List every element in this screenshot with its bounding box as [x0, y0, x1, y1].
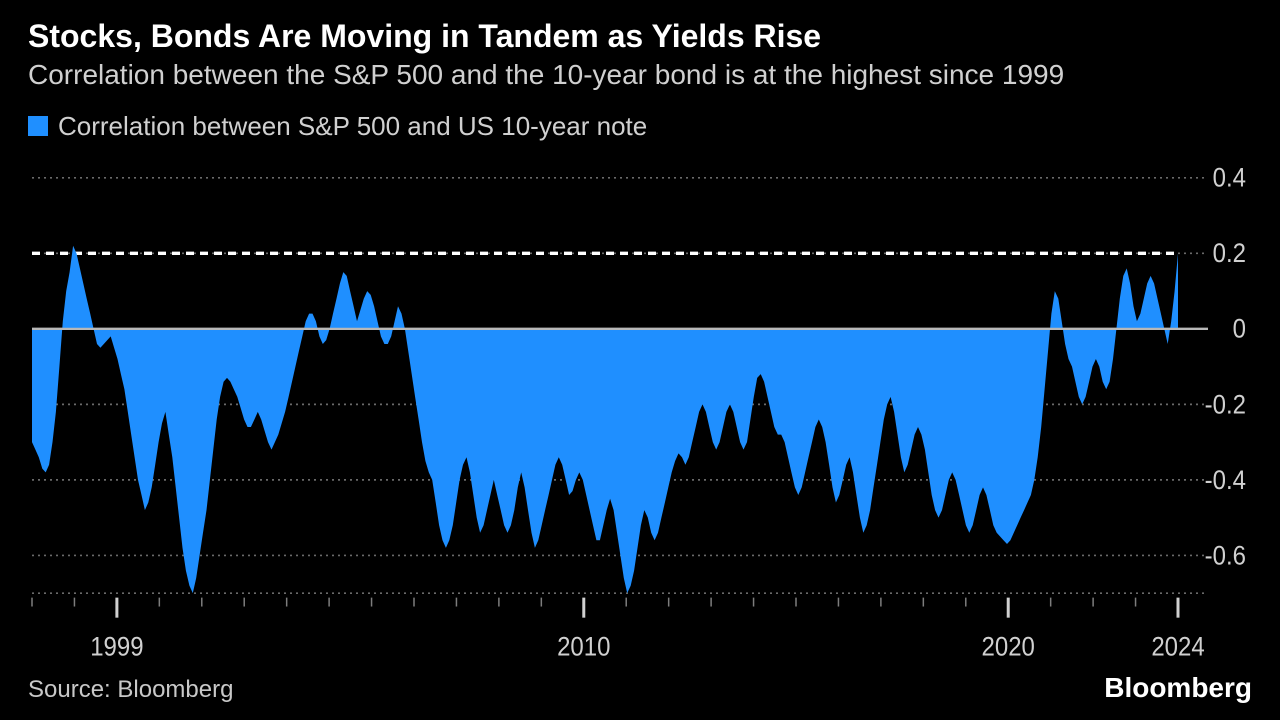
svg-text:2010: 2010 [557, 632, 610, 661]
legend-label: Correlation between S&P 500 and US 10-ye… [58, 111, 647, 142]
chart-container: Stocks, Bonds Are Moving in Tandem as Yi… [0, 0, 1280, 720]
legend: Correlation between S&P 500 and US 10-ye… [28, 111, 1252, 142]
svg-text:0.2: 0.2 [1213, 239, 1246, 268]
source-label: Source: Bloomberg [28, 676, 233, 704]
chart-plot-area: -0.6 -0.4 -0.2 0 0.2 0.4 1999 2010 2020 2024 [28, 150, 1252, 662]
chart-footer: Source: Bloomberg Bloomberg [28, 662, 1252, 704]
chart-subtitle: Correlation between the S&P 500 and the … [28, 59, 1252, 91]
svg-text:-0.4: -0.4 [1205, 465, 1246, 494]
legend-swatch [28, 116, 48, 136]
svg-text:2020: 2020 [982, 632, 1035, 661]
svg-text:0.4: 0.4 [1213, 163, 1246, 192]
svg-text:0: 0 [1233, 314, 1246, 343]
svg-text:-0.6: -0.6 [1205, 541, 1246, 570]
svg-text:1999: 1999 [90, 632, 143, 661]
svg-text:-0.2: -0.2 [1205, 390, 1246, 419]
chart-title: Stocks, Bonds Are Moving in Tandem as Yi… [28, 18, 1252, 55]
brand-label: Bloomberg [1104, 672, 1252, 704]
svg-text:2024: 2024 [1151, 632, 1204, 661]
chart-svg: -0.6 -0.4 -0.2 0 0.2 0.4 1999 2010 2020 2024 [28, 150, 1252, 662]
